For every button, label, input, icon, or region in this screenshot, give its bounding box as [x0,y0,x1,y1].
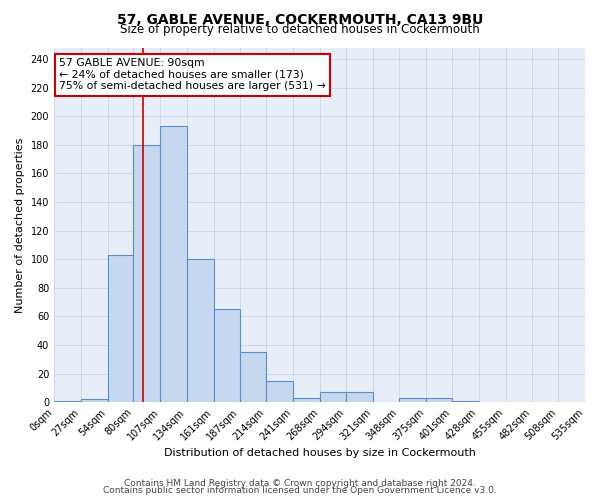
Text: 57, GABLE AVENUE, COCKERMOUTH, CA13 9BU: 57, GABLE AVENUE, COCKERMOUTH, CA13 9BU [117,12,483,26]
Bar [54,400,81,402]
Bar [293,398,320,402]
Bar [346,392,373,402]
Text: 57 GABLE AVENUE: 90sqm
← 24% of detached houses are smaller (173)
75% of semi-de: 57 GABLE AVENUE: 90sqm ← 24% of detached… [59,58,326,92]
Bar [400,398,426,402]
Text: Contains HM Land Registry data © Crown copyright and database right 2024.: Contains HM Land Registry data © Crown c… [124,478,476,488]
Bar [81,400,107,402]
Bar [160,126,187,402]
Bar [266,380,293,402]
Bar [320,392,346,402]
X-axis label: Distribution of detached houses by size in Cockermouth: Distribution of detached houses by size … [164,448,475,458]
Bar [426,398,452,402]
Y-axis label: Number of detached properties: Number of detached properties [15,137,25,312]
Bar [214,309,239,402]
Bar [187,259,214,402]
Bar [107,255,133,402]
Text: Contains public sector information licensed under the Open Government Licence v3: Contains public sector information licen… [103,486,497,495]
Bar [133,144,160,402]
Bar [452,400,479,402]
Text: Size of property relative to detached houses in Cockermouth: Size of property relative to detached ho… [120,22,480,36]
Bar [239,352,266,402]
